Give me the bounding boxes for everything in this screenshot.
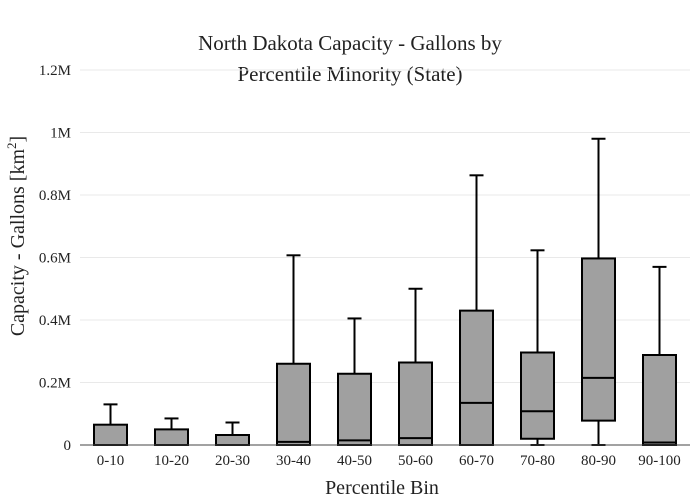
- y-tick-label: 0.6M: [39, 251, 71, 267]
- x-axis-title: Percentile Bin: [325, 477, 439, 499]
- chart-title: North Dakota Capacity - Gallons by Perce…: [198, 31, 502, 86]
- box-rect: [642, 354, 677, 446]
- y-tick-label: 1M: [50, 126, 71, 142]
- box-rect: [154, 428, 189, 446]
- box-plot-item: [642, 265, 677, 446]
- box-plot-item: [520, 249, 555, 446]
- y-tick-label: 1.2M: [39, 63, 71, 79]
- x-tick-label: 50-60: [398, 453, 433, 469]
- x-tick-label: 40-50: [337, 453, 372, 469]
- box-plot-item: [93, 403, 128, 446]
- x-tick-label: 90-100: [638, 453, 681, 469]
- box-plot-item: [581, 137, 616, 446]
- y-axis-title-main: Capacity - Gallons [km: [7, 149, 29, 337]
- box-rect: [215, 434, 250, 446]
- box-plot-item: [215, 421, 250, 446]
- y-axis-title-end: ]: [7, 136, 29, 143]
- box-rect: [581, 257, 616, 422]
- box-plot-item: [276, 254, 311, 446]
- y-tick-label: 0.2M: [39, 376, 71, 392]
- box-rect: [93, 423, 128, 446]
- box-rect: [398, 361, 433, 446]
- box-series: [93, 137, 677, 446]
- x-tick-label: 10-20: [154, 453, 189, 469]
- y-axis-title-superscript: 2: [4, 142, 19, 149]
- box-rect: [459, 309, 494, 446]
- box-plot-item: [459, 174, 494, 446]
- x-tick-label: 30-40: [276, 453, 311, 469]
- x-tick-label: 0-10: [97, 453, 125, 469]
- box-plot-item: [398, 287, 433, 446]
- x-axis-ticks: 0-10 10-20 20-30 30-40 40-50 50-60 60-70 70-80 8…: [97, 453, 681, 469]
- chart-title-line-1: North Dakota Capacity - Gallons by: [198, 31, 502, 55]
- x-tick-label: 70-80: [520, 453, 555, 469]
- box-rect: [337, 372, 372, 446]
- y-axis-title: Capacity - Gallons [km2]: [4, 136, 29, 336]
- x-tick-label: 80-90: [581, 453, 616, 469]
- box-plot-item: [337, 317, 372, 446]
- y-tick-label: 0: [64, 438, 72, 454]
- x-tick-label: 20-30: [215, 453, 250, 469]
- box-rect: [276, 362, 311, 446]
- y-axis-ticks: 0 0.2M 0.4M 0.6M 0.8M 1M 1.2M: [39, 63, 71, 454]
- y-tick-label: 0.4M: [39, 313, 71, 329]
- y-tick-label: 0.8M: [39, 188, 71, 204]
- x-tick-label: 60-70: [459, 453, 494, 469]
- box-plot-item: [154, 417, 189, 446]
- box-rect: [520, 351, 555, 440]
- chart-title-line-2: Percentile Minority (State): [237, 62, 462, 86]
